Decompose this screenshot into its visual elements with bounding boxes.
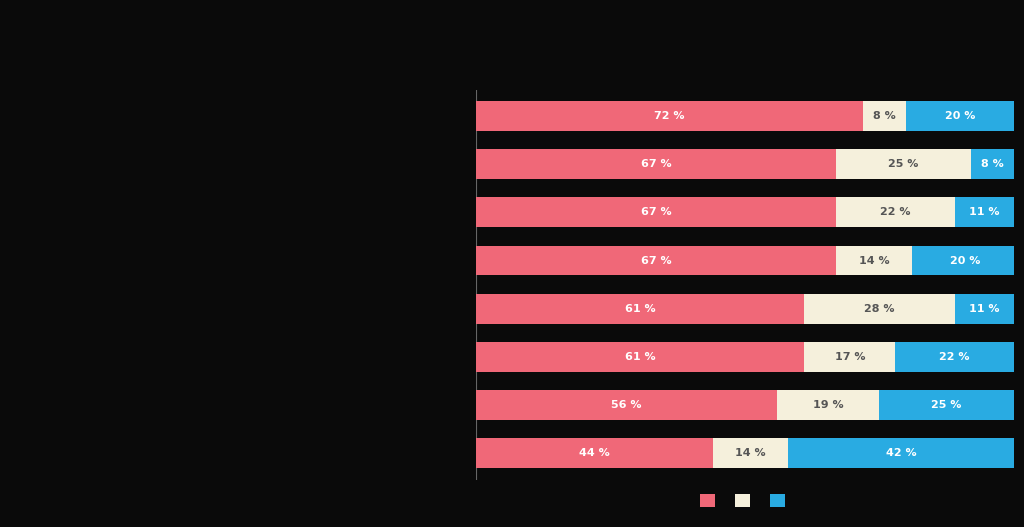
Bar: [788, 438, 1014, 468]
Text: 61 %: 61 %: [625, 304, 655, 314]
Bar: [906, 101, 1014, 131]
Text: 20 %: 20 %: [945, 111, 975, 121]
Text: 14 %: 14 %: [735, 448, 766, 458]
Bar: [476, 198, 837, 227]
Bar: [911, 246, 1019, 276]
Bar: [837, 198, 954, 227]
Text: 67 %: 67 %: [641, 207, 672, 217]
Bar: [971, 149, 1014, 179]
Bar: [837, 246, 911, 276]
Bar: [954, 294, 1014, 324]
Text: 22 %: 22 %: [939, 352, 970, 362]
Text: 22 %: 22 %: [881, 207, 910, 217]
Bar: [954, 198, 1014, 227]
Bar: [713, 438, 788, 468]
Bar: [476, 438, 713, 468]
Text: 56 %: 56 %: [611, 400, 642, 410]
Legend: , , : , ,: [695, 489, 795, 512]
Bar: [476, 390, 777, 420]
Text: 67 %: 67 %: [641, 256, 672, 266]
Bar: [804, 342, 895, 372]
Bar: [804, 294, 954, 324]
Text: 17 %: 17 %: [835, 352, 865, 362]
Bar: [476, 246, 837, 276]
Text: 61 %: 61 %: [625, 352, 655, 362]
Text: 8 %: 8 %: [873, 111, 896, 121]
Text: 11 %: 11 %: [969, 304, 999, 314]
Bar: [880, 390, 1014, 420]
Text: 44 %: 44 %: [579, 448, 610, 458]
Bar: [777, 390, 880, 420]
Text: 28 %: 28 %: [864, 304, 895, 314]
Text: 72 %: 72 %: [654, 111, 685, 121]
Bar: [895, 342, 1014, 372]
Text: 25 %: 25 %: [889, 159, 919, 169]
Bar: [476, 342, 804, 372]
Text: 20 %: 20 %: [950, 256, 981, 266]
Bar: [476, 294, 804, 324]
Bar: [476, 101, 863, 131]
Bar: [863, 101, 906, 131]
Text: 11 %: 11 %: [969, 207, 999, 217]
Text: 14 %: 14 %: [859, 256, 889, 266]
Text: 25 %: 25 %: [932, 400, 962, 410]
Text: 67 %: 67 %: [641, 159, 672, 169]
Bar: [837, 149, 971, 179]
Text: 19 %: 19 %: [813, 400, 844, 410]
Text: 8 %: 8 %: [981, 159, 1004, 169]
Bar: [476, 149, 837, 179]
Text: 42 %: 42 %: [886, 448, 916, 458]
